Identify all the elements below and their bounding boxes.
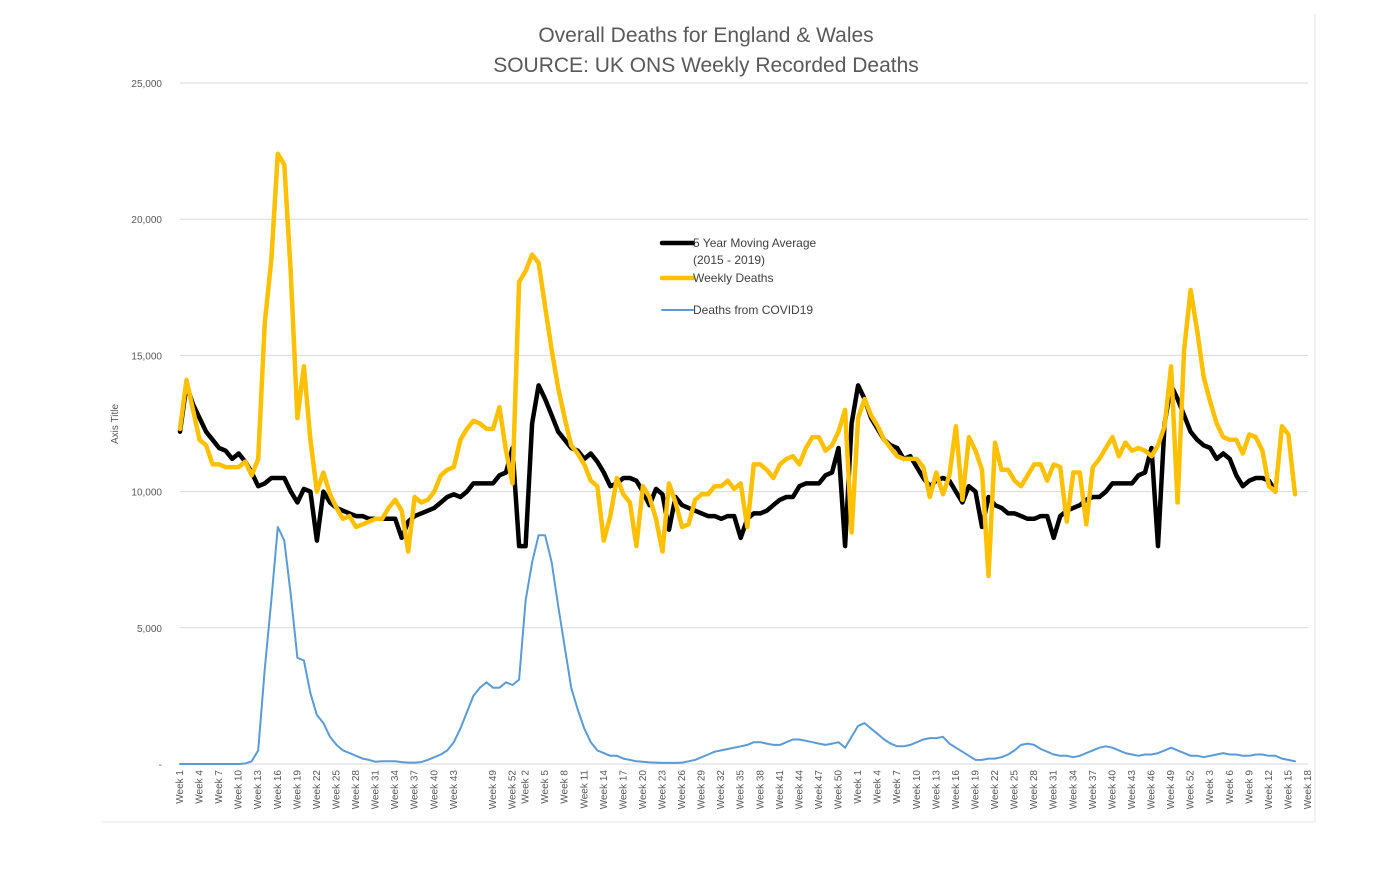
- x-tick-label: Week 20: [638, 770, 649, 810]
- x-tick-label: Week 10: [912, 770, 923, 810]
- y-tick-label: -: [159, 760, 162, 771]
- x-tick-label: Week 9: [1244, 770, 1255, 804]
- y-tick-label: 20,000: [131, 215, 162, 226]
- legend-label: (2015 - 2019): [693, 253, 765, 267]
- x-tick-label: Week 13: [931, 770, 942, 810]
- x-tick-label: Week 8: [560, 770, 571, 804]
- x-tick-label: Week 28: [351, 770, 362, 810]
- x-tick-label: Week 16: [273, 770, 284, 810]
- x-tick-label: Week 17: [618, 770, 629, 810]
- x-tick-label: Week 1: [175, 770, 186, 804]
- x-tick-label: Week 2: [521, 770, 532, 804]
- x-tick-label: Week 13: [253, 770, 264, 810]
- legend-label: 5 Year Moving Average: [693, 236, 817, 250]
- x-tick-label: Week 34: [390, 770, 401, 810]
- series-line-weekly-deaths: [177, 151, 1298, 579]
- y-tick-label: 25,000: [131, 79, 162, 90]
- y-tick-label: 10,000: [131, 488, 162, 499]
- x-tick-label: Week 31: [1049, 770, 1060, 810]
- x-tick-label: Week 22: [990, 770, 1001, 810]
- y-axis-title: Axis Title: [110, 404, 121, 444]
- x-tick-label: Week 7: [214, 770, 225, 804]
- x-axis: Week 1 Week 4 Week 7 Week 10 Week 13 Week 16 W…: [175, 770, 1314, 810]
- x-tick-label: Week 38: [755, 770, 766, 810]
- x-tick-label: Week 7: [892, 770, 903, 804]
- series-line-moving-average: [177, 383, 1278, 549]
- x-tick-label: Week 19: [292, 770, 303, 810]
- x-tick-label: Week 32: [716, 770, 727, 810]
- legend-label: Weekly Deaths: [693, 271, 773, 285]
- x-tick-label: Week 44: [794, 770, 805, 810]
- y-tick-label: 5,000: [137, 624, 162, 635]
- x-tick-label: Week 4: [873, 770, 884, 804]
- y-tick-label: 15,000: [131, 351, 162, 362]
- x-tick-label: Week 5: [540, 770, 551, 804]
- x-tick-label: Week 50: [834, 770, 845, 810]
- x-tick-label: Week 52: [1186, 770, 1197, 810]
- legend-label: Deaths from COVID19: [693, 303, 813, 317]
- x-tick-label: Week 46: [1147, 770, 1158, 810]
- x-tick-label: Week 40: [429, 770, 440, 810]
- x-tick-label: Week 37: [1088, 770, 1099, 810]
- x-tick-label: Week 47: [814, 770, 825, 810]
- x-tick-label: Week 31: [371, 770, 382, 810]
- x-tick-label: Week 40: [1107, 770, 1118, 810]
- x-tick-label: Week 25: [331, 770, 342, 810]
- x-tick-label: Week 35: [736, 770, 747, 810]
- x-tick-label: Week 11: [579, 770, 590, 809]
- x-tick-label: Week 18: [1303, 770, 1314, 810]
- x-tick-label: Week 12: [1264, 770, 1275, 810]
- chart-subtitle: SOURCE: UK ONS Weekly Recorded Deaths: [493, 54, 919, 77]
- x-tick-label: Week 25: [1010, 770, 1021, 810]
- y-axis: - 5,000 10,000 15,000 20,000 25,000: [131, 79, 162, 771]
- x-tick-label: Week 19: [970, 770, 981, 810]
- x-tick-label: Week 28: [1029, 770, 1040, 810]
- series-line-covid-deaths: [179, 526, 1296, 765]
- series-lines: [177, 151, 1298, 765]
- gridlines: [102, 14, 1316, 823]
- x-tick-label: Week 43: [449, 770, 460, 810]
- x-tick-label: Week 22: [312, 770, 323, 810]
- legend: 5 Year Moving Average (2015 - 2019) Weekly…: [659, 236, 817, 317]
- x-tick-label: Week 41: [775, 770, 786, 810]
- chart-title: Overall Deaths for England & Wales: [538, 24, 873, 47]
- x-tick-label: Week 37: [410, 770, 421, 810]
- x-tick-label: Week 14: [599, 770, 610, 810]
- x-tick-label: Week 23: [657, 770, 668, 810]
- x-tick-label: Week 26: [677, 770, 688, 810]
- x-tick-label: Week 4: [195, 770, 206, 804]
- x-tick-label: Week 10: [234, 770, 245, 810]
- x-tick-label: Week 29: [697, 770, 708, 810]
- x-tick-label: Week 49: [488, 770, 499, 810]
- x-tick-label: Week 1: [853, 770, 864, 804]
- x-tick-label: Week 49: [1166, 770, 1177, 810]
- x-tick-label: Week 15: [1283, 770, 1294, 810]
- x-tick-label: Week 3: [1205, 770, 1216, 804]
- x-tick-label: Week 52: [508, 770, 519, 810]
- x-tick-label: Week 6: [1225, 770, 1236, 804]
- x-tick-label: Week 34: [1068, 770, 1079, 810]
- x-tick-label: Week 16: [951, 770, 962, 810]
- x-tick-label: Week 43: [1127, 770, 1138, 810]
